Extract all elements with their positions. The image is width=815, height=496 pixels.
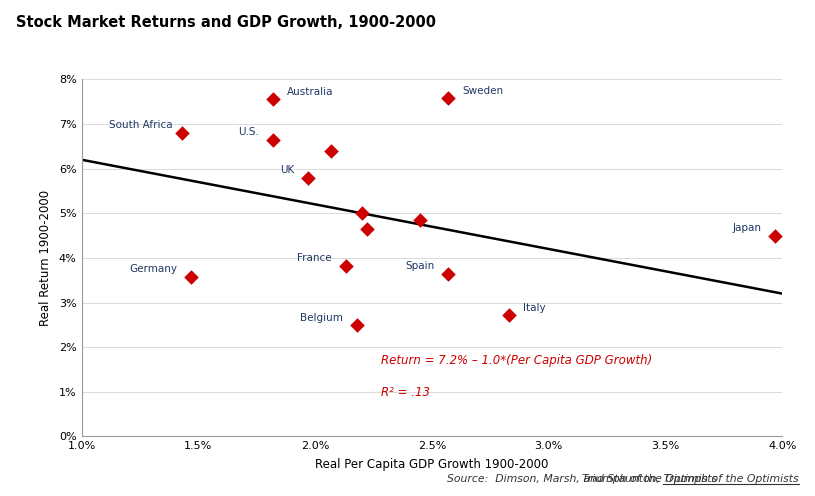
Text: South Africa: South Africa <box>109 120 173 130</box>
Text: Triumph of the Optimists: Triumph of the Optimists <box>582 474 717 484</box>
Point <box>267 96 280 104</box>
Point <box>355 209 368 217</box>
Text: France: France <box>297 253 332 263</box>
Point <box>302 174 315 182</box>
Text: Italy: Italy <box>523 303 546 313</box>
Point <box>325 147 338 155</box>
Point <box>503 311 516 319</box>
Point <box>414 216 427 224</box>
Point <box>442 94 455 102</box>
Text: R² = .13: R² = .13 <box>381 385 430 399</box>
Point <box>175 129 188 137</box>
Point <box>185 273 198 281</box>
Text: Sweden: Sweden <box>462 86 504 96</box>
Text: UK: UK <box>280 165 294 176</box>
Point <box>360 225 373 233</box>
Point <box>339 261 352 269</box>
Text: Germany: Germany <box>130 264 178 274</box>
Text: Stock Market Returns and GDP Growth, 1900-2000: Stock Market Returns and GDP Growth, 190… <box>16 15 436 30</box>
Text: U.S.: U.S. <box>238 127 259 137</box>
Point <box>267 136 280 144</box>
X-axis label: Real Per Capita GDP Growth 1900-2000: Real Per Capita GDP Growth 1900-2000 <box>315 458 548 471</box>
Text: Belgium: Belgium <box>300 312 343 323</box>
Text: Japan: Japan <box>733 223 761 234</box>
Point <box>350 321 363 329</box>
Point <box>442 270 455 278</box>
Point <box>769 232 782 240</box>
Text: Spain: Spain <box>405 261 434 271</box>
Text: Source:  Dimson, Marsh, and Staunton, Triumph of the Optimists: Source: Dimson, Marsh, and Staunton, Tri… <box>447 474 799 484</box>
Y-axis label: Real Return 1900-2000: Real Return 1900-2000 <box>39 190 52 326</box>
Text: Australia: Australia <box>287 87 333 97</box>
Text: Return = 7.2% – 1.0*(Per Capita GDP Growth): Return = 7.2% – 1.0*(Per Capita GDP Grow… <box>381 354 652 367</box>
